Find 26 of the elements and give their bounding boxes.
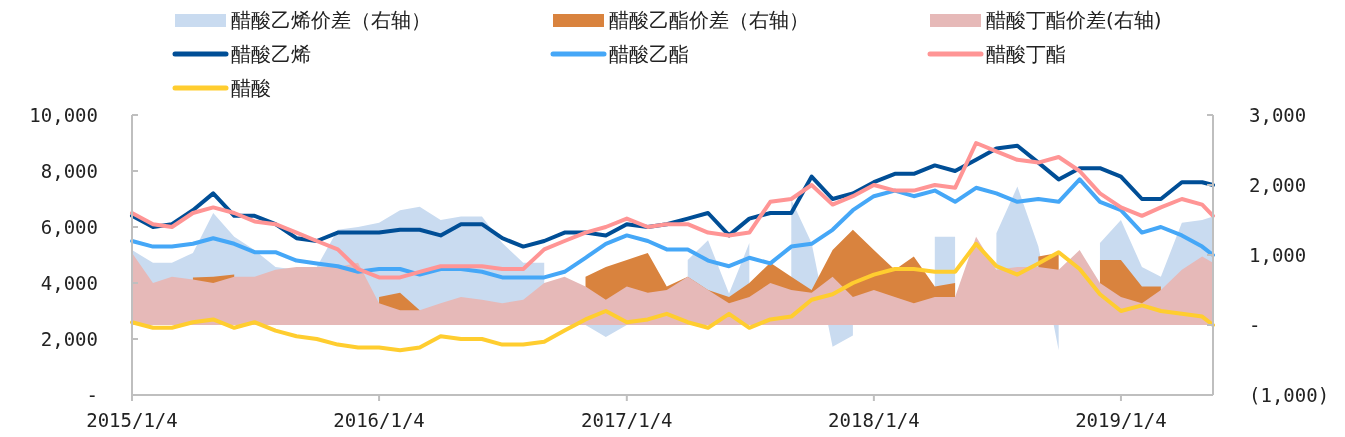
y-tick-label: 10,000 [29,103,98,126]
legend-label: 醋酸乙酯价差（右轴） [609,8,809,32]
y-tick-label: 8,000 [40,159,98,182]
x-tick-label: 2016/1/4 [333,409,425,431]
line-series [130,177,1215,280]
legend-label: 醋酸丁酯 [986,42,1066,66]
legend-label: 醋酸乙烯价差（右轴） [231,8,431,32]
x-tick-label: 2018/1/4 [828,409,920,431]
x-tick-label: 2015/1/4 [86,409,178,431]
y2-tick-label: (1,000) [1249,383,1330,406]
legend-label: 醋酸乙烯 [231,42,311,66]
y-tick-label: - [86,383,98,406]
legend-label: 醋酸乙酯 [609,42,689,66]
y2-tick-label: - [1249,313,1261,336]
x-tick-label: 2019/1/4 [1075,409,1167,431]
y2-tick-label: 3,000 [1249,103,1307,126]
y-tick-label: 2,000 [40,327,98,350]
x-tick-label: 2017/1/4 [581,409,673,431]
legend-label: 醋酸丁酯价差(右轴) [986,8,1162,32]
y2-tick-label: 1,000 [1249,243,1307,266]
y2-tick-label: 2,000 [1249,173,1307,196]
y-tick-label: 6,000 [40,215,98,238]
y-tick-label: 4,000 [40,271,98,294]
line-series [130,241,1215,353]
line-series [130,141,1215,280]
legend-label: 醋酸 [231,76,271,100]
